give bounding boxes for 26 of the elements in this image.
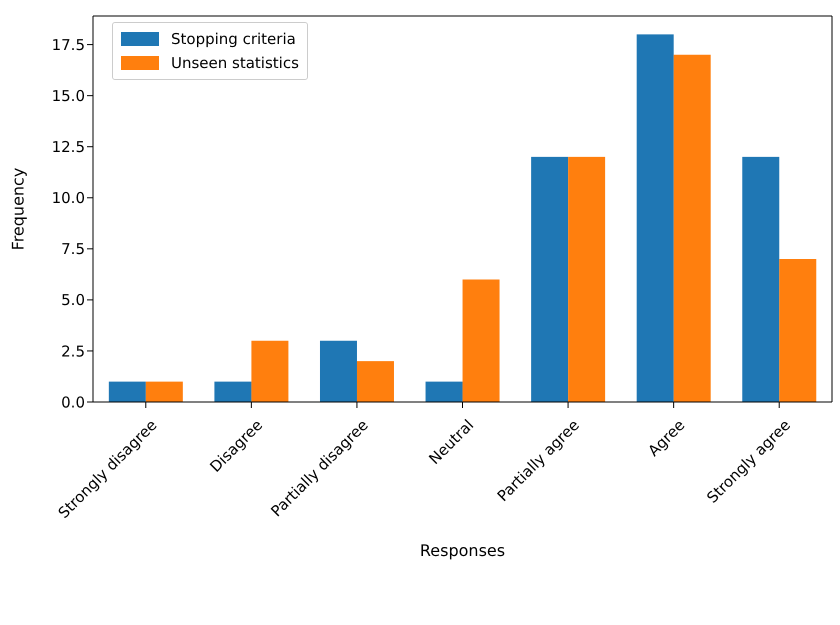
y-tick-label: 10.0 [52, 189, 85, 208]
bar [779, 259, 816, 402]
bar [356, 361, 394, 402]
bar [636, 34, 674, 402]
bar [462, 279, 500, 402]
bar [742, 156, 780, 402]
bar [214, 382, 252, 402]
y-tick-label: 12.5 [52, 138, 85, 156]
bar [426, 382, 463, 402]
y-tick-label: 15.0 [52, 86, 85, 105]
x-axis-title: Responses [420, 541, 506, 560]
bar [568, 156, 606, 402]
y-tick-label: 2.5 [61, 342, 85, 360]
y-axis-title: Frequency [8, 168, 28, 250]
bar [320, 340, 357, 402]
y-tick-label: 17.5 [52, 36, 85, 54]
y-tick-label: 7.5 [61, 240, 85, 258]
bar [146, 382, 183, 402]
bar [531, 156, 568, 402]
legend-label: Unseen statistics [171, 54, 299, 72]
bar [108, 382, 146, 402]
bar [251, 340, 288, 402]
legend-label: Stopping criteria [171, 30, 296, 48]
y-tick-label: 5.0 [61, 291, 85, 310]
y-tick-label: 0.0 [61, 393, 85, 412]
bar [674, 54, 711, 402]
